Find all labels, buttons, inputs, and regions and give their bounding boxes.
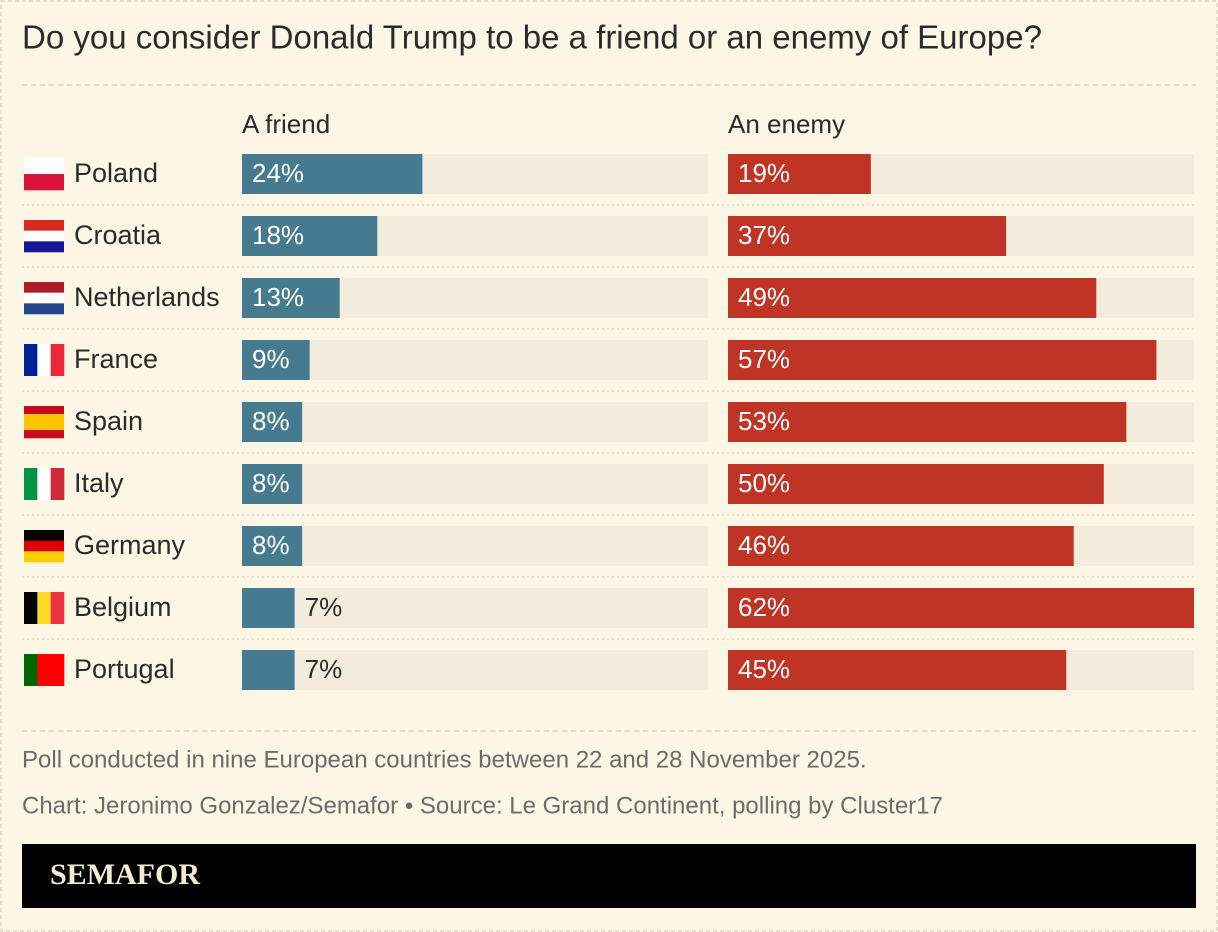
flag [24, 540, 64, 552]
flag [37, 592, 51, 624]
value-label: 53% [738, 406, 790, 436]
bar [242, 340, 310, 380]
flag [24, 282, 64, 293]
flag [24, 344, 38, 376]
value-label: 50% [738, 468, 790, 498]
bar [242, 650, 295, 690]
value-label: 49% [738, 282, 790, 312]
flag [24, 414, 64, 423]
flag [24, 158, 64, 175]
bar [242, 278, 340, 318]
category-label: France [74, 344, 158, 374]
value-label: 19% [738, 158, 790, 188]
bar [242, 402, 303, 442]
flag [24, 592, 38, 624]
flag [24, 530, 64, 541]
flag [24, 430, 64, 439]
flag [24, 292, 64, 304]
category-label: Belgium [74, 592, 172, 622]
flag [24, 422, 64, 431]
value-label: 46% [738, 530, 790, 560]
flag [50, 344, 65, 376]
chart-title: Do you consider Donald Trump to be a fri… [22, 19, 1042, 56]
bar [728, 278, 1097, 318]
value-label: 57% [738, 344, 790, 374]
category-label: Spain [74, 406, 143, 436]
flag [24, 174, 64, 191]
bar [728, 154, 871, 194]
category-label: Poland [74, 158, 158, 188]
flag [50, 654, 65, 686]
bar-track [242, 402, 708, 442]
bar [728, 464, 1104, 504]
bar [728, 340, 1157, 380]
value-label: 8% [252, 406, 290, 436]
legend-label: An enemy [728, 109, 845, 139]
value-label: 13% [252, 282, 304, 312]
bar [728, 526, 1074, 566]
legend-label: A friend [242, 109, 330, 139]
bar [242, 588, 295, 628]
flag [37, 344, 51, 376]
bar [728, 650, 1067, 690]
flag [37, 468, 51, 500]
value-label: 62% [738, 592, 790, 622]
value-label: 7% [305, 592, 343, 622]
flag [37, 654, 51, 686]
value-label: 8% [252, 468, 290, 498]
value-label: 37% [738, 220, 790, 250]
flag [24, 654, 38, 686]
value-label: 7% [305, 654, 343, 684]
flag [24, 241, 64, 253]
value-label: 9% [252, 344, 290, 374]
value-label: 24% [252, 158, 304, 188]
bar [728, 588, 1194, 628]
bar [242, 216, 378, 256]
bar-track [242, 464, 708, 504]
brand-bar [22, 844, 1196, 908]
bar-track [242, 526, 708, 566]
flag [24, 303, 64, 315]
flag [24, 220, 64, 231]
bar-track [242, 650, 708, 690]
note: Poll conducted in nine European countrie… [22, 746, 867, 773]
category-label: Germany [74, 530, 186, 560]
flag [24, 406, 64, 415]
bar [728, 402, 1127, 442]
flag [24, 551, 64, 563]
brand-logo: SEMAFOR [50, 858, 200, 891]
category-label: Croatia [74, 220, 162, 250]
flag [24, 230, 64, 242]
bar-track [242, 340, 708, 380]
bar [242, 464, 303, 504]
value-label: 18% [252, 220, 304, 250]
bar-track [242, 588, 708, 628]
flag [50, 468, 65, 500]
category-label: Portugal [74, 654, 175, 684]
flag [50, 592, 65, 624]
value-label: 45% [738, 654, 790, 684]
value-label: 8% [252, 530, 290, 560]
category-label: Netherlands [74, 282, 220, 312]
bar [242, 154, 423, 194]
source: Chart: Jeronimo Gonzalez/Semafor • Sourc… [22, 792, 943, 819]
bar [728, 216, 1007, 256]
bar [242, 526, 303, 566]
category-label: Italy [74, 468, 124, 498]
flag [24, 468, 38, 500]
